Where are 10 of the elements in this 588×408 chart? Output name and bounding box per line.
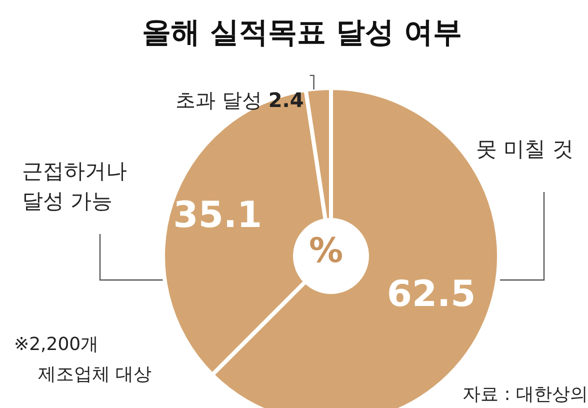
data-label: 35.1 <box>173 194 262 236</box>
chart-title: 올해 실적목표 달성 여부 <box>142 15 462 49</box>
slice-label: 못 미칠 것 <box>476 137 574 161</box>
slice-label: 초과 달성 <box>176 88 262 112</box>
data-label: 2.4 <box>268 88 304 112</box>
slice-label: 근접하거나 달성 가능 <box>22 159 127 213</box>
data-label: 62.5 <box>386 274 476 316</box>
text: 자료 : 대한상의 <box>462 384 588 405</box>
text: % <box>308 231 344 271</box>
text: ※2,200개 제조업체 대상 <box>14 334 152 385</box>
